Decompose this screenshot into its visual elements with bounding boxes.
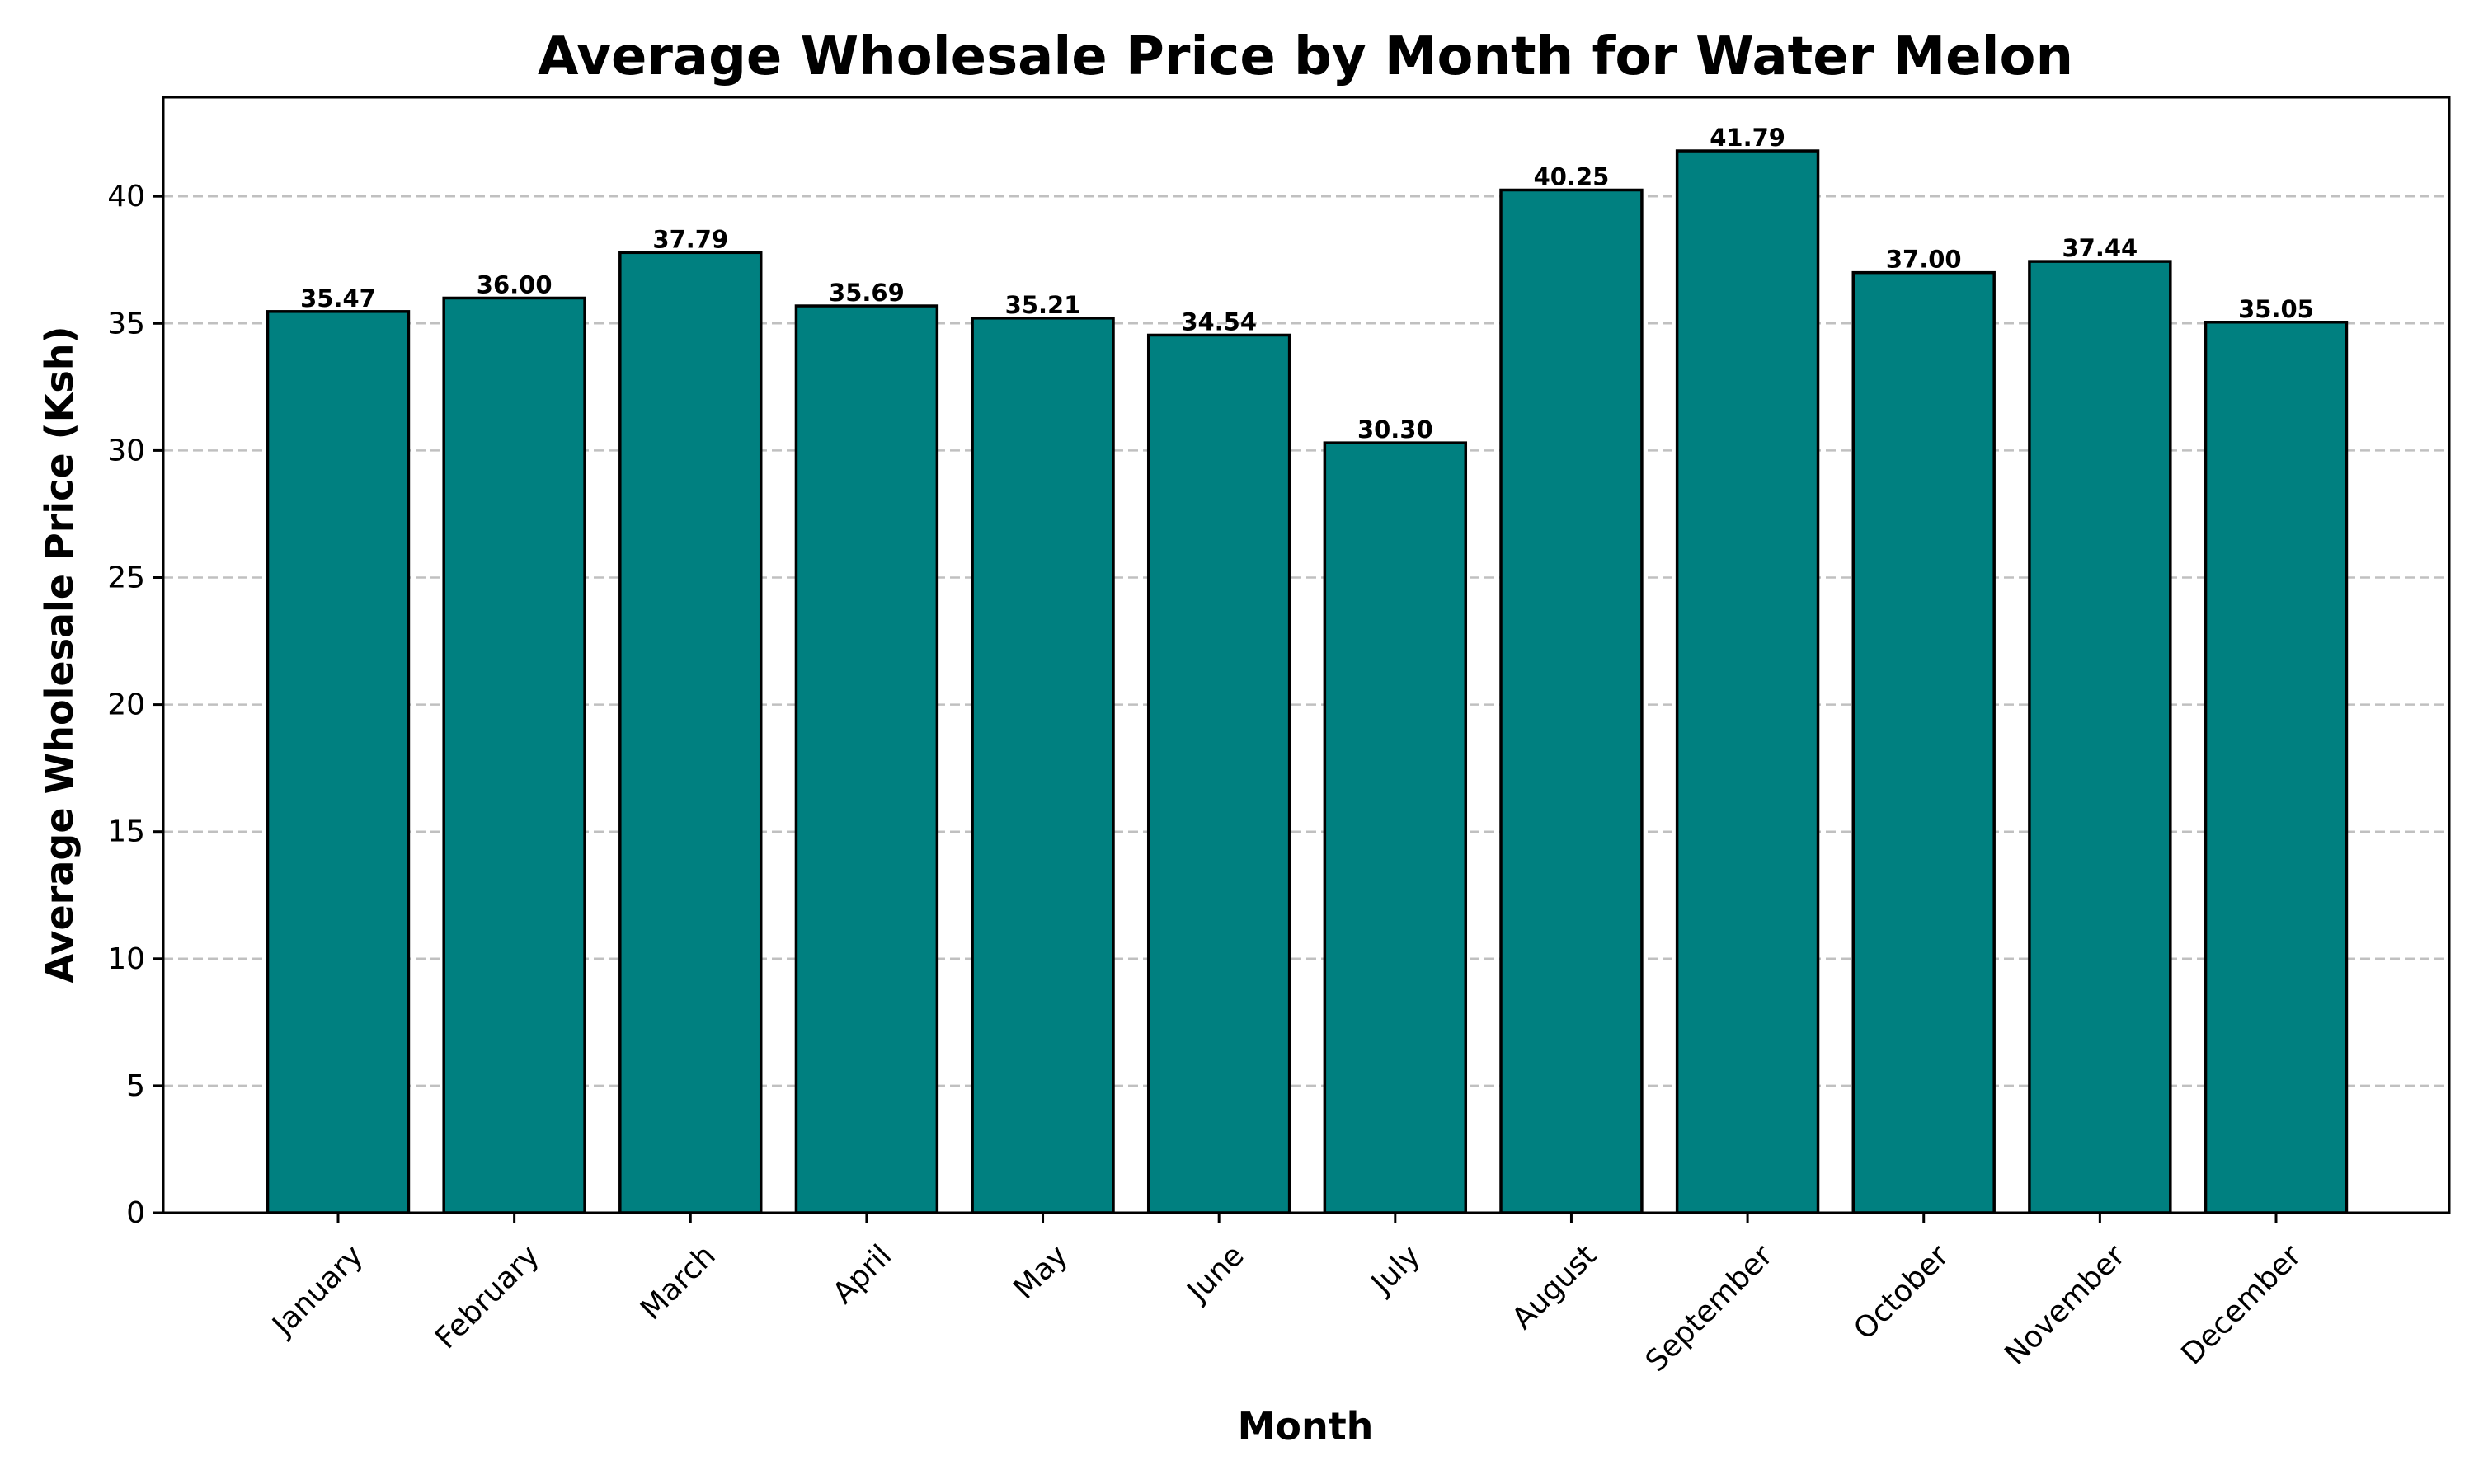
data-label: 37.44 [2062, 234, 2138, 262]
data-label: 35.05 [2238, 295, 2314, 323]
bar-april [794, 304, 939, 1214]
chart-title: Average Wholesale Price by Month for Wat… [538, 26, 2073, 87]
y-tick-label: 30 [107, 434, 145, 467]
y-tick-label: 0 [126, 1196, 145, 1230]
y-axis-label: Average Wholesale Price (Ksh) [37, 326, 82, 984]
data-label: 37.00 [1886, 246, 1962, 274]
bar-june [1146, 333, 1291, 1214]
data-labels-layer: 35.47 36.00 37.79 35.69 35.21 34.54 30.30 40.25… [300, 124, 2314, 444]
x-tick-label: April [826, 1238, 898, 1310]
y-tick-label: 10 [107, 942, 145, 976]
data-label: 35.21 [1005, 291, 1081, 319]
data-label: 41.79 [1710, 124, 1785, 152]
x-tick-label: February [429, 1238, 546, 1355]
x-tick-label: December [2175, 1238, 2307, 1371]
bar-december [2204, 321, 2349, 1214]
bar-november [2028, 260, 2172, 1214]
plot-frame [162, 96, 2451, 1214]
data-label: 40.25 [1534, 162, 1610, 190]
y-tick-label: 20 [107, 688, 145, 722]
x-tick-label: May [1007, 1238, 1075, 1306]
bars-layer [266, 149, 2349, 1214]
data-label: 36.00 [477, 270, 553, 298]
bar-august [1499, 188, 1644, 1214]
bar-may [971, 317, 1115, 1214]
x-tick-label: August [1506, 1238, 1603, 1336]
x-axis: January February March April May June July Augu… [266, 1213, 2308, 1378]
data-label: 34.54 [1181, 308, 1257, 336]
bar-july [1323, 441, 1468, 1214]
bar-march [618, 251, 763, 1214]
bar-february [442, 296, 586, 1214]
bar-september [1675, 149, 1820, 1214]
x-tick-label: November [1998, 1238, 2132, 1372]
y-tick-label: 40 [107, 180, 145, 214]
data-label: 37.79 [652, 225, 728, 253]
x-tick-label: July [1364, 1238, 1427, 1301]
x-tick-label: October [1847, 1238, 1955, 1346]
y-tick-label: 35 [107, 307, 145, 340]
bar-october [1851, 270, 1996, 1214]
data-label: 35.47 [300, 284, 376, 312]
x-axis-label: Month [1238, 1404, 1374, 1449]
bar-january [266, 310, 411, 1214]
y-tick-label: 15 [107, 815, 145, 849]
y-axis: 0 5 10 15 20 25 30 35 40 [107, 180, 163, 1230]
y-tick-label: 5 [126, 1069, 145, 1103]
y-tick-label: 25 [107, 561, 145, 594]
data-label: 35.69 [829, 279, 905, 307]
x-tick-label: June [1180, 1238, 1251, 1309]
x-tick-label: January [266, 1238, 370, 1343]
x-tick-label: March [634, 1238, 722, 1327]
x-tick-label: September [1639, 1238, 1780, 1378]
data-label: 30.30 [1357, 416, 1433, 444]
